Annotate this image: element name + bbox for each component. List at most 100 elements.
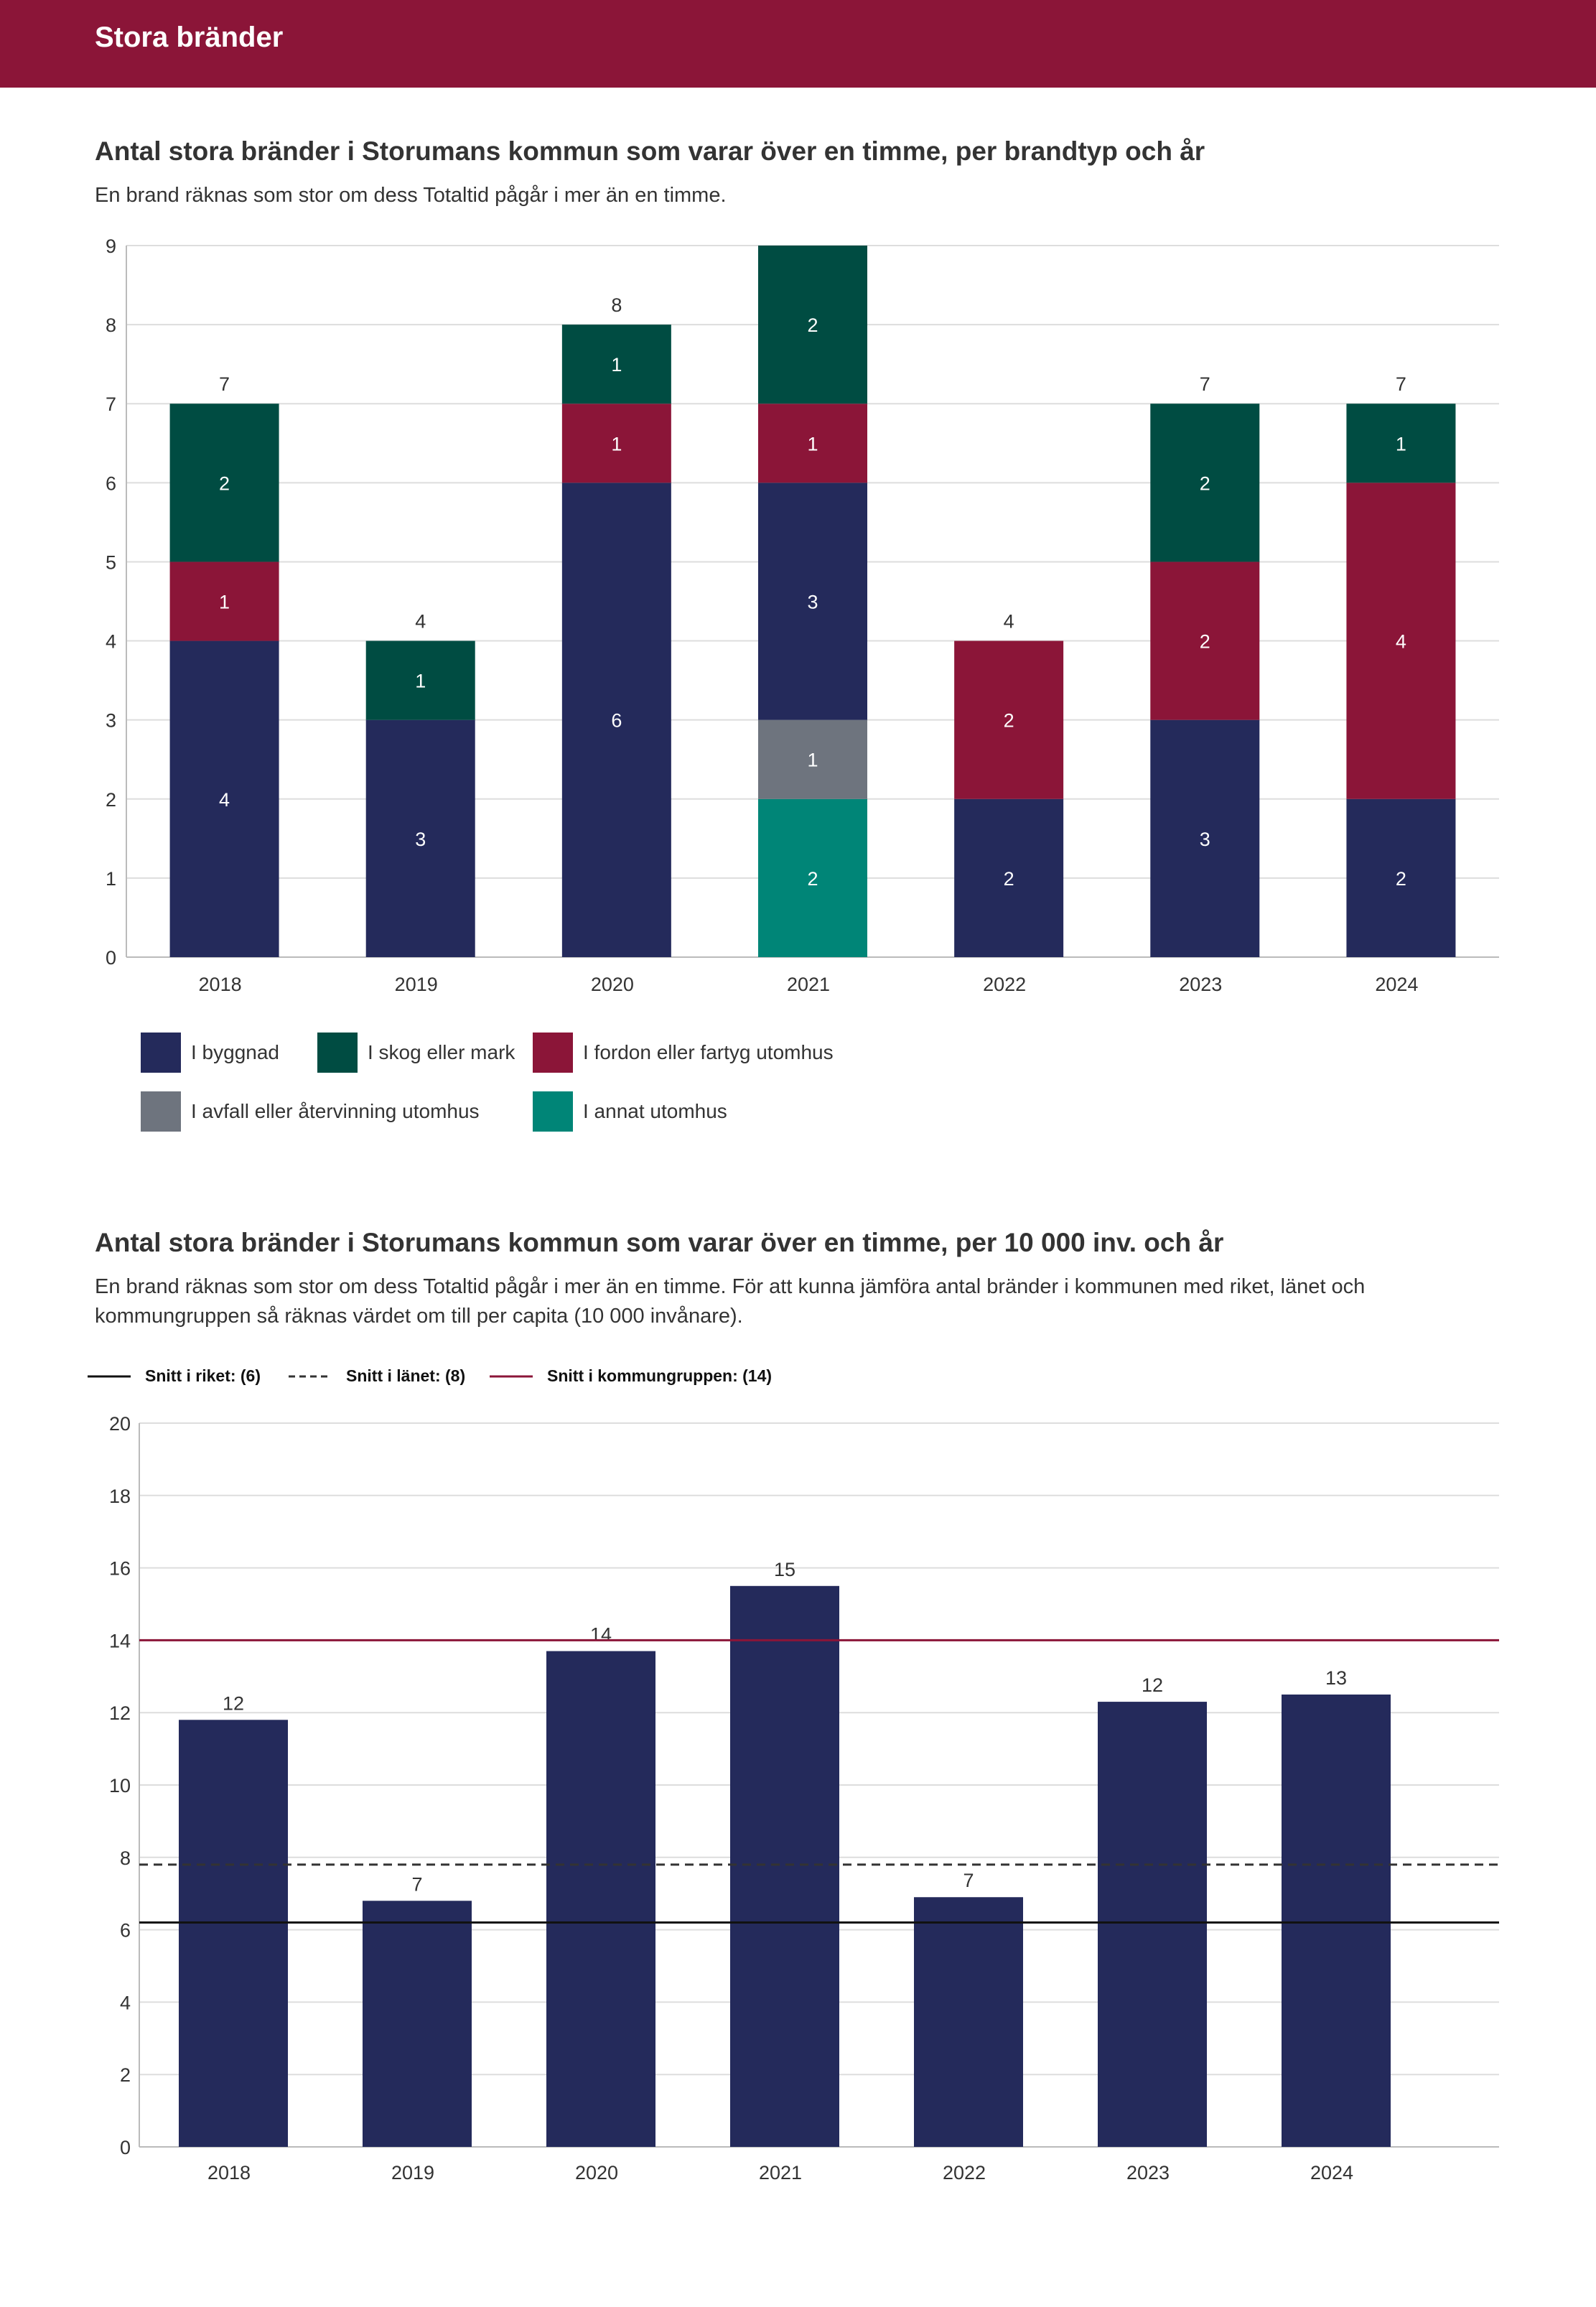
- chart1-bar-fordon: [1346, 483, 1456, 799]
- chart1-bar-byggnad: [169, 640, 279, 957]
- chart2-value-label: 13: [1325, 1667, 1347, 1689]
- chart1-bar-annat: [758, 798, 867, 957]
- chart1-xtick-label: 2024: [1375, 974, 1418, 995]
- chart1-bar-byggnad: [1346, 798, 1456, 957]
- chart2-ytick-label: 10: [109, 1775, 131, 1796]
- chart1-xtick-label: 2021: [787, 974, 830, 995]
- chart1-total-label: 7: [219, 373, 230, 395]
- chart1-segment-label: 1: [807, 750, 818, 771]
- chart2-value-label: 7: [411, 1873, 422, 1895]
- chart1-xtick-label: 2020: [591, 974, 634, 995]
- chart2-xtick-label: 2023: [1126, 2162, 1170, 2184]
- chart1-segment-label: 2: [1396, 868, 1406, 890]
- chart1-total-label: 7: [1200, 373, 1210, 395]
- chart1-xtick-label: 2019: [395, 974, 438, 995]
- ref-label-kommungrupp: Snitt i kommungruppen: (14): [547, 1366, 773, 1385]
- chart1-bar-skog: [758, 246, 867, 404]
- chart1-ytick-label: 8: [106, 314, 116, 336]
- chart1-bar-skog: [169, 404, 279, 562]
- legend-item-fordon: I fordon eller fartyg utomhus: [533, 1033, 834, 1073]
- chart2-value-label: 14: [590, 1624, 612, 1646]
- chart2-bar: 0 2 4 6 8 10 12 14 16 18 20 12 2018 7 2019 14 2020 15 2021…: [109, 1413, 1499, 2184]
- legend-label-skog: I skog eller mark: [368, 1041, 515, 1063]
- chart2-xtick-label: 2019: [391, 2162, 434, 2184]
- legend-label-avfall: I avfall eller återvinning utomhus: [191, 1100, 480, 1122]
- chart1-segment-label: 1: [807, 433, 818, 455]
- chart2-bar: [179, 1720, 288, 2147]
- ref-line-sample-riket: [88, 1375, 131, 1377]
- chart1-segment-label: 2: [219, 472, 230, 494]
- chart1-ytick-label: 1: [106, 868, 116, 890]
- chart1-bar-skog: [1346, 404, 1456, 483]
- chart1-bar-fordon: [954, 640, 1064, 799]
- chart1-segment-label: 1: [219, 592, 230, 613]
- chart2-title: Antal stora bränder i Storumans kommun s…: [95, 1228, 1224, 1257]
- chart2-bar: [1282, 1695, 1391, 2147]
- chart1-ytick-label: 9: [106, 236, 116, 257]
- chart1-segment-label: 2: [1200, 472, 1210, 494]
- chart1-segment-label: 2: [1200, 631, 1210, 653]
- chart2-ytick-label: 18: [109, 1486, 131, 1507]
- chart1-segment-label: 2: [807, 868, 818, 890]
- chart1-bar-byggnad: [954, 798, 1064, 957]
- chart1-segment-label: 2: [807, 314, 818, 336]
- chart1-ytick-label: 2: [106, 789, 116, 811]
- chart1-ytick-label: 7: [106, 393, 116, 415]
- chart1-bar-fordon: [169, 561, 279, 641]
- chart2-subtitle: En brand räknas som stor om dess Totalti…: [95, 1275, 1366, 1328]
- chart1-ytick-label: 6: [106, 472, 116, 494]
- chart1-subtitle: En brand räknas som stor om dess Totalti…: [95, 184, 727, 207]
- chart1-total-label: 7: [1396, 373, 1406, 395]
- chart2-ytick-label: 8: [120, 1847, 131, 1869]
- chart1-total-label: 4: [1004, 611, 1014, 633]
- chart2-ytick-label: 16: [109, 1558, 131, 1580]
- chart1-xtick-label: 2018: [199, 974, 242, 995]
- chart2-ytick-label: 14: [109, 1630, 131, 1651]
- legend-swatch-byggnad: [141, 1033, 181, 1073]
- chart2-ytick-label: 12: [109, 1702, 131, 1724]
- chart1-bar-byggnad: [758, 483, 867, 720]
- chart1-bar-byggnad: [1150, 719, 1260, 957]
- header-bar: Stora bränder: [0, 0, 1596, 88]
- page-title: Stora bränder: [95, 22, 284, 53]
- chart1-stacked-bar: 0 1 2 3 4 5 6 7 8 9 4 1 2 7 2018 3 1 4 2019 6 1 1 8 2020 2 1 3 1 2 20…: [106, 236, 1499, 995]
- chart2-ytick-label: 0: [120, 2137, 131, 2158]
- legend-swatch-skog: [317, 1033, 358, 1073]
- chart2-value-label: 12: [223, 1692, 244, 1714]
- legend-swatch-avfall: [141, 1091, 181, 1132]
- chart1-bar-fordon: [1150, 561, 1260, 720]
- chart2-xtick-label: 2024: [1310, 2162, 1353, 2184]
- chart1-bar-byggnad: [365, 719, 475, 957]
- legend-label-byggnad: I byggnad: [191, 1041, 279, 1063]
- chart2-bar: [1098, 1702, 1207, 2147]
- chart1-segment-label: 4: [1396, 631, 1406, 653]
- chart2-ytick-label: 20: [109, 1413, 131, 1435]
- ref-legend-kommungrupp: Snitt i kommungruppen: (14): [488, 1366, 772, 1386]
- chart1-title: Antal stora bränder i Storumans kommun s…: [95, 136, 1205, 166]
- chart1-bar-byggnad: [561, 483, 671, 957]
- chart1-bar-skog: [365, 640, 475, 720]
- legend-item-skog: I skog eller mark: [317, 1033, 515, 1073]
- chart2-reference-legend: Snitt i riket: (6) Snitt i länet: (8) Sn…: [86, 1366, 876, 1395]
- chart2-bar: [730, 1585, 839, 2147]
- chart1-segment-label: 2: [1004, 868, 1014, 890]
- ref-line-sample-lanet: [289, 1375, 332, 1377]
- legend-swatch-fordon: [533, 1033, 573, 1073]
- chart2-xtick-label: 2018: [207, 2162, 251, 2184]
- chart1-bar-skog: [1150, 404, 1260, 562]
- ref-line-sample-kommungrupp: [490, 1375, 533, 1377]
- legend-item-annat: I annat utomhus: [533, 1091, 727, 1132]
- chart1-segment-label: 1: [1396, 433, 1406, 455]
- chart1-ytick-label: 3: [106, 710, 116, 732]
- chart1-segment-label: 1: [611, 433, 622, 455]
- chart2-value-label: 15: [774, 1559, 795, 1580]
- chart1-bar-avfall: [758, 719, 867, 799]
- ref-label-riket: Snitt i riket: (6): [145, 1366, 261, 1385]
- chart1-bar-fordon: [758, 404, 867, 483]
- chart1-ytick-label: 5: [106, 551, 116, 573]
- chart1-total-label: 4: [415, 611, 426, 633]
- chart1-segment-label: 2: [1004, 710, 1014, 732]
- chart2-ytick-label: 2: [120, 2064, 131, 2086]
- chart2-ytick-label: 6: [120, 1920, 131, 1942]
- chart1-segment-label: 1: [611, 354, 622, 376]
